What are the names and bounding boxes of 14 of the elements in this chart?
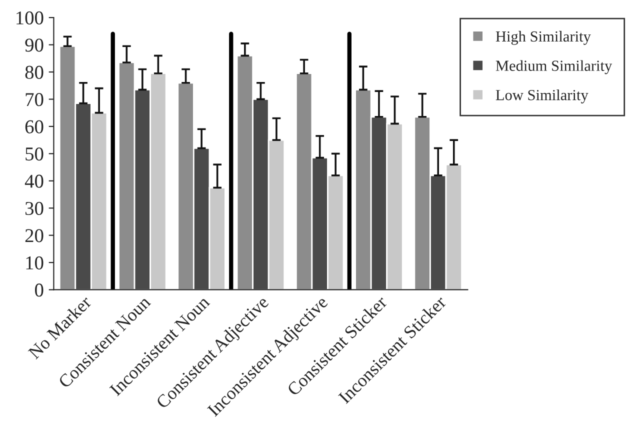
y-tick-label: 70 — [26, 93, 44, 106]
y-tick-label: 10 — [26, 256, 44, 270]
legend-label: Low Similarity — [496, 89, 588, 104]
y-tick-label: 20 — [25, 229, 44, 242]
y-tick-label: 50 — [26, 147, 44, 161]
legend-label: Medium Similarity — [496, 60, 612, 74]
legend-label: High Similarity — [496, 30, 591, 45]
y-tick-label: 90 — [25, 38, 44, 52]
y-tick-label: 60 — [25, 120, 44, 134]
y-tick-label: 0 — [35, 284, 44, 297]
y-tick-label: 40 — [24, 174, 44, 188]
y-tick-label: 80 — [25, 66, 44, 79]
y-tick-label: 30 — [25, 202, 44, 216]
y-tick-label: 100 — [16, 11, 44, 24]
